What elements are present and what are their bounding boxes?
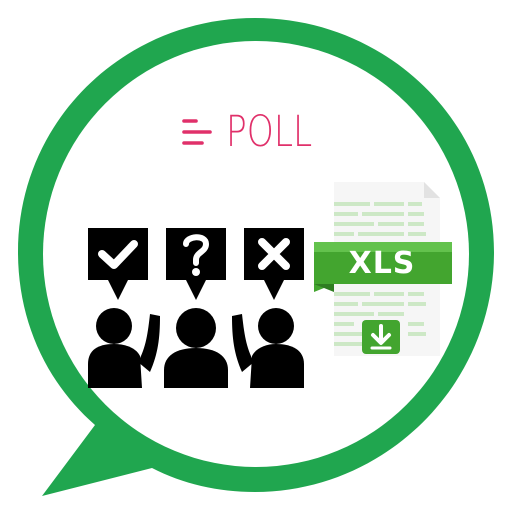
- cross-sign: [244, 228, 304, 300]
- question-icon: [183, 234, 210, 276]
- download-arrow-icon: [370, 324, 392, 350]
- voting-people-icon: [88, 228, 304, 388]
- cross-icon: [258, 238, 290, 270]
- check-icon: [98, 240, 138, 269]
- spreadsheet-file-icon: [314, 182, 452, 356]
- xls-label: XLS: [348, 246, 416, 281]
- poll-title: POLL: [226, 107, 313, 157]
- hamburger-lines-icon: [182, 119, 212, 145]
